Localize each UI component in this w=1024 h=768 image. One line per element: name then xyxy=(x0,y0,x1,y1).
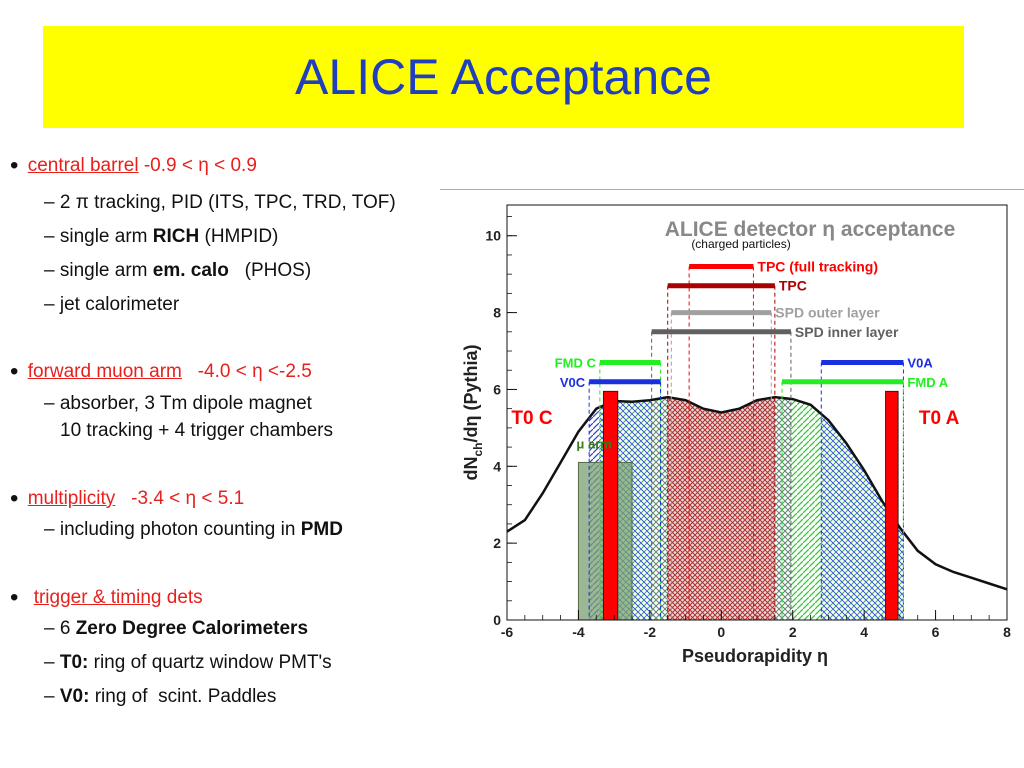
sub-bold: Zero Degree Calorimeters xyxy=(75,618,309,639)
sub-bullet: – single arm RICH (HMPID) xyxy=(44,226,278,248)
sub-text: – 6 xyxy=(44,618,76,639)
bullet-range: dets xyxy=(166,587,203,608)
divider-line xyxy=(440,189,1024,190)
detector-label: SPD inner layer xyxy=(795,324,899,340)
sub-text: – single arm xyxy=(44,260,153,281)
bullet-range: -4.0 < η <-2.5 xyxy=(187,361,312,382)
muon-arm-label: μ arm xyxy=(576,436,611,451)
bullet-multiplicity: • multiplicity -3.4 < η < 5.1 xyxy=(10,483,245,512)
x-tick-label: -4 xyxy=(572,624,585,640)
axes xyxy=(506,204,1008,621)
detector-label: FMD A xyxy=(907,375,948,390)
y-axis-label-sub: ch xyxy=(471,442,485,456)
slide-title: ALICE Acceptance xyxy=(295,49,712,105)
y-tick-label: 10 xyxy=(485,228,501,244)
y-tick-label: 0 xyxy=(493,612,501,628)
sub-bullet: – jet calorimeter xyxy=(44,294,180,315)
x-tick-label: 6 xyxy=(932,624,940,640)
acceptance-regions xyxy=(589,397,904,620)
bullet-term: multiplicity xyxy=(27,488,116,509)
bullet-dot: • xyxy=(10,152,19,179)
bullet-trigger-timing: • trigger & timing dets xyxy=(10,582,203,611)
bullet-term: forward muon arm xyxy=(27,361,182,382)
sub-bullet: – T0: ring of quartz window PMT's xyxy=(44,652,332,674)
bullet-dot: • xyxy=(10,584,19,611)
sub-bullet: – 6 Zero Degree Calorimeters xyxy=(44,618,308,640)
x-tick-label: 0 xyxy=(717,624,725,640)
x-axis-label: Pseudorapidity η xyxy=(682,646,828,666)
t0-bar xyxy=(885,390,899,621)
chart-title: ALICE detector η acceptance xyxy=(665,218,956,241)
x-tick-label: 4 xyxy=(860,624,868,640)
acceptance-region xyxy=(651,397,668,620)
sub-text: (PHOS) xyxy=(228,260,312,281)
t0-group xyxy=(602,390,899,621)
x-tick-label: 2 xyxy=(789,624,797,640)
sub-text: – xyxy=(44,652,60,673)
y-tick-label: 8 xyxy=(493,305,501,321)
chart-subtitle: (charged particles) xyxy=(691,237,790,251)
acceptance-chart: μ arm TPC (full tracking) TPC SPD outer lay… xyxy=(461,204,1011,666)
title-band: ALICE Acceptance xyxy=(43,26,964,128)
bullet-term: trigger & timing xyxy=(33,587,162,608)
sub-text: – single arm xyxy=(44,226,153,247)
x-tick-label: -6 xyxy=(501,624,514,640)
y-axis-label: dNch/dη (Pythia) xyxy=(461,344,485,480)
sub-bold: PMD xyxy=(300,519,343,540)
detector-label: V0C xyxy=(560,375,586,390)
y-tick-label: 4 xyxy=(493,458,501,474)
detector-label: TPC xyxy=(779,278,807,294)
bullet-range: -3.4 < η < 5.1 xyxy=(120,488,245,509)
sub-text: ring of scint. Paddles xyxy=(89,686,277,707)
y-axis-label-main: dN xyxy=(461,457,481,481)
bullet-dot: • xyxy=(10,485,19,512)
bullet-dot: • xyxy=(10,358,19,385)
sub-bullet: – V0: ring of scint. Paddles xyxy=(44,686,276,708)
bullet-muon-arm: • forward muon arm -4.0 < η <-2.5 xyxy=(10,356,312,385)
sub-bullet: – single arm em. calo (PHOS) xyxy=(44,260,311,282)
acceptance-region xyxy=(774,397,791,620)
bullet-term: central barrel xyxy=(27,155,139,176)
y-tick-label: 6 xyxy=(493,381,501,397)
detector-bars xyxy=(589,263,904,385)
bullet-range: -0.9 < η < 0.9 xyxy=(143,155,257,176)
bullet-central-barrel: • central barrel -0.9 < η < 0.9 xyxy=(10,150,257,179)
t0-label: T0 C xyxy=(511,408,552,429)
detector-label: V0A xyxy=(907,356,933,371)
detector-label: FMD C xyxy=(555,356,597,371)
t0-bar xyxy=(602,390,619,621)
sub-text: – xyxy=(44,686,60,707)
t0-label: T0 A xyxy=(919,408,960,429)
sub-bullet: – 2 π tracking, PID (ITS, TPC, TRD, TOF) xyxy=(44,192,396,213)
sub-text: – including photon counting in xyxy=(44,519,301,540)
y-axis-label-rest: /dη (Pythia) xyxy=(461,344,481,442)
detector-label: SPD outer layer xyxy=(775,305,880,321)
acceptance-dashes xyxy=(588,266,904,620)
chart-labels: μ arm TPC (full tracking) TPC SPD outer lay… xyxy=(461,218,1011,666)
acceptance-region xyxy=(821,414,904,620)
multiplicity-curve xyxy=(506,395,1008,591)
detector-label: TPC (full tracking) xyxy=(757,258,878,274)
sub-bullet: – absorber, 3 Tm dipole magnet xyxy=(44,393,312,414)
sub-bullet: 10 tracking + 4 trigger chambers xyxy=(60,420,333,441)
multiplicity-curve-group xyxy=(506,395,1008,591)
sub-bold: em. calo xyxy=(152,260,229,281)
acceptance-region xyxy=(790,398,822,620)
y-tick-label: 2 xyxy=(493,535,501,551)
sub-bullet: – including photon counting in PMD xyxy=(44,519,343,541)
sub-text: ring of quartz window PMT's xyxy=(88,652,332,673)
x-tick-label: 8 xyxy=(1003,624,1011,640)
x-tick-label: -2 xyxy=(644,624,657,640)
sub-bold: T0: xyxy=(59,652,89,673)
sub-text: (HMPID) xyxy=(199,226,279,247)
sub-bold: RICH xyxy=(152,226,200,247)
sub-bold: V0: xyxy=(59,686,90,707)
acceptance-region xyxy=(667,397,775,620)
